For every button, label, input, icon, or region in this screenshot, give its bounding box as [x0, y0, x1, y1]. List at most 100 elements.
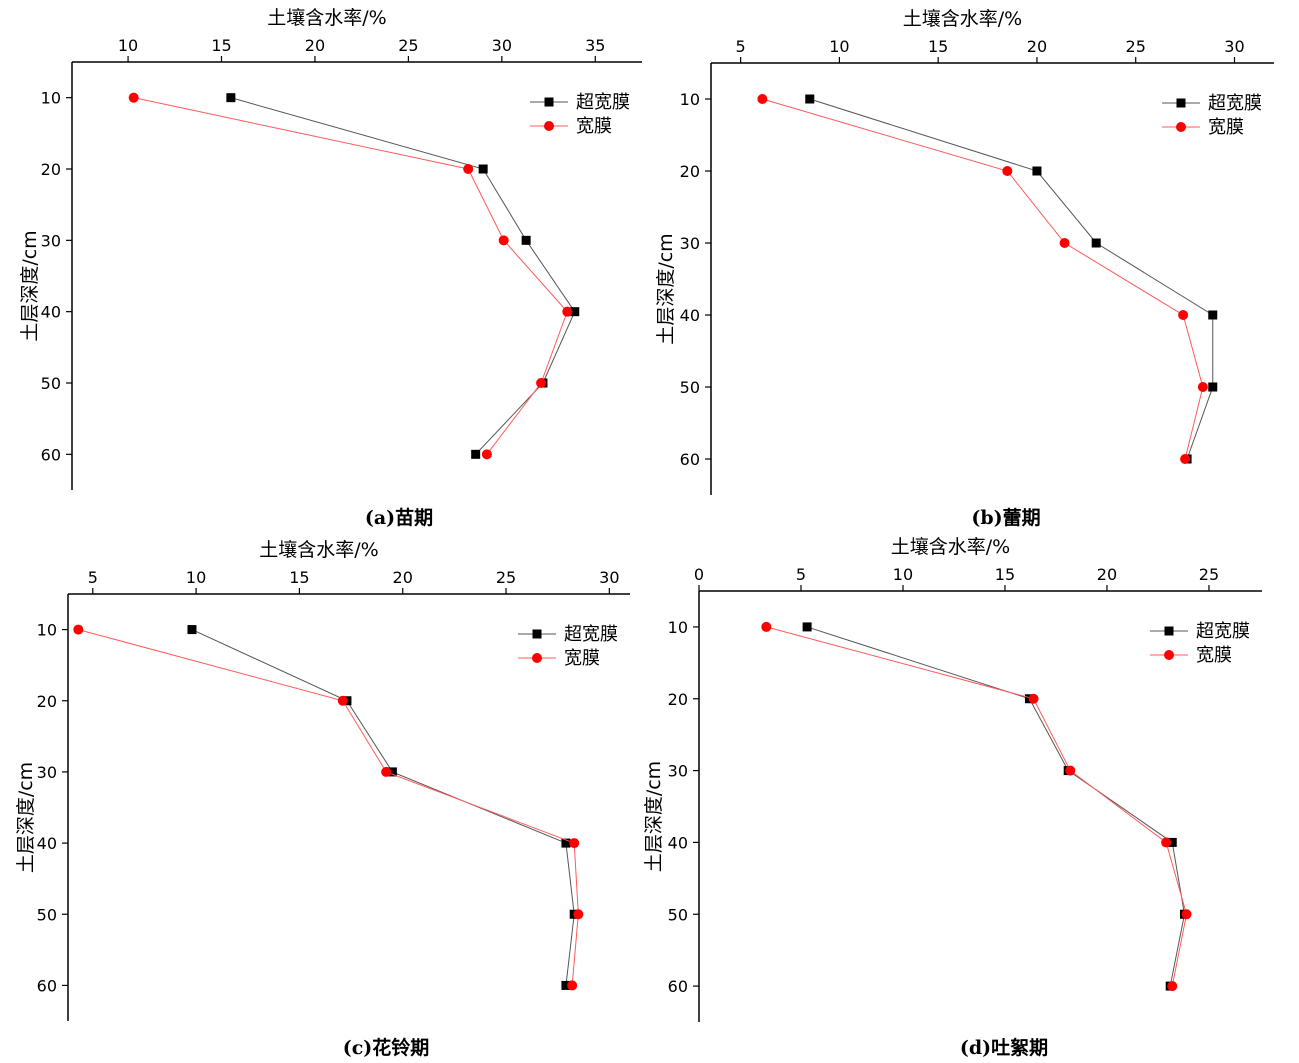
legend-marker-square: [544, 97, 554, 107]
data-point-circle: [1180, 454, 1191, 464]
y-tick-label: 10: [37, 621, 57, 640]
legend-marker-circle: [1176, 122, 1186, 132]
legend-label: 超宽膜: [1196, 621, 1250, 642]
x-tick-label: 20: [1027, 37, 1047, 56]
data-point-square: [1091, 238, 1101, 248]
y-axis-title: 土层深度/cm: [15, 762, 37, 873]
x-tick-label: 10: [893, 565, 913, 584]
data-point-square: [521, 235, 531, 245]
series-line-1: [806, 626, 1185, 987]
data-point-square: [805, 94, 815, 104]
legend-label: 超宽膜: [1208, 93, 1262, 114]
y-tick-label: 50: [668, 905, 688, 924]
data-point-circle: [337, 695, 348, 706]
data-point-circle: [567, 980, 578, 991]
x-tick-label: 25: [496, 568, 516, 587]
data-point-square: [1167, 837, 1177, 847]
y-tick-label: 20: [668, 690, 688, 709]
legend-label: 超宽膜: [576, 92, 630, 113]
legend-marker-circle: [532, 653, 542, 663]
data-point-square: [471, 449, 481, 459]
y-tick-label: 20: [680, 162, 700, 181]
data-point-circle: [73, 624, 84, 635]
y-tick-label: 40: [668, 833, 688, 852]
y-tick-label: 60: [37, 976, 57, 995]
y-tick-label: 20: [41, 160, 61, 179]
data-point-circle: [1065, 765, 1076, 776]
data-point-circle: [573, 909, 584, 920]
data-point-circle: [1161, 837, 1172, 848]
y-tick-label: 30: [41, 231, 61, 250]
data-point-circle: [128, 92, 139, 103]
panel-caption: (d)吐絮期: [960, 1036, 1048, 1059]
panel-caption: (b)蕾期: [971, 507, 1040, 529]
chart-panel-4: 0 5 10 15 20 25 10 20 30 40 50 60 土壤含水率/% 土层深度/cm 超宽膜宽…: [643, 536, 1262, 1059]
data-point-square: [1208, 310, 1218, 320]
x-tick-label: 30: [1224, 37, 1244, 56]
series-line-1: [230, 97, 576, 455]
data-point-square: [570, 307, 580, 317]
data-point-square: [561, 838, 571, 848]
x-tick-label: 30: [492, 36, 512, 55]
legend-marker-circle: [544, 121, 554, 131]
x-tick-label: 5: [736, 37, 746, 56]
x-axis-title: 土壤含水率/%: [267, 7, 386, 29]
y-tick-label: 30: [680, 234, 700, 253]
panel-caption: (a)苗期: [365, 507, 433, 529]
data-point-square: [561, 980, 571, 990]
y-tick-label: 50: [37, 905, 57, 924]
y-axis-title: 土层深度/cm: [19, 230, 41, 341]
data-point-circle: [1197, 382, 1208, 392]
y-tick-label: 60: [680, 450, 700, 469]
x-tick-label: 35: [585, 36, 605, 55]
series-line-1: [809, 98, 1214, 460]
x-tick-label: 10: [118, 36, 138, 55]
x-tick-label: 0: [694, 565, 704, 584]
data-point-square: [802, 622, 812, 632]
legend-label: 宽膜: [576, 116, 612, 137]
legend-marker-square: [1176, 98, 1186, 108]
data-point-circle: [463, 164, 474, 174]
panel-caption: (c)花铃期: [343, 1036, 430, 1059]
y-tick-label: 20: [37, 692, 57, 711]
data-point-circle: [1181, 909, 1192, 920]
y-tick-label: 30: [668, 762, 688, 781]
data-point-circle: [481, 449, 492, 460]
x-axis-title: 土壤含水率/%: [259, 539, 378, 561]
legend-label: 宽膜: [1196, 645, 1232, 666]
legend-marker-square: [532, 629, 542, 639]
x-axis-title: 土壤含水率/%: [891, 536, 1010, 558]
x-tick-label: 10: [829, 37, 849, 56]
legend-label: 超宽膜: [564, 624, 618, 645]
legend-marker-circle: [1164, 650, 1174, 660]
x-tick-label: 15: [928, 37, 948, 56]
y-tick-label: 10: [668, 618, 688, 637]
x-tick-label: 15: [289, 568, 309, 587]
series-line-2: [133, 97, 568, 455]
data-point-circle: [562, 306, 573, 317]
y-axis-title: 土层深度/cm: [643, 761, 665, 872]
data-point-circle: [1178, 310, 1189, 320]
y-tick-label: 10: [41, 89, 61, 108]
y-tick-label: 40: [41, 303, 61, 322]
series-line-2: [762, 98, 1204, 460]
y-axis-title: 土层深度/cm: [655, 233, 677, 344]
data-point-circle: [569, 838, 580, 849]
data-point-circle: [761, 621, 772, 632]
series-line-1: [191, 629, 575, 986]
data-point-square: [478, 164, 488, 174]
x-tick-label: 15: [995, 565, 1015, 584]
data-point-circle: [1167, 981, 1178, 992]
chart-panel-2: 5 10 15 20 25 30 10 20 30 40 50 60 土壤含水率/% 土层深度/cm 超宽膜…: [655, 8, 1274, 529]
x-tick-label: 25: [1126, 37, 1146, 56]
data-point-square: [226, 93, 236, 103]
y-tick-label: 40: [37, 834, 57, 853]
legend-marker-square: [1164, 626, 1174, 636]
legend-label: 宽膜: [1208, 117, 1244, 138]
y-tick-label: 40: [680, 306, 700, 325]
data-point-square: [1032, 166, 1042, 176]
y-tick-label: 10: [680, 90, 700, 109]
data-point-square: [387, 767, 397, 777]
x-tick-label: 30: [599, 568, 619, 587]
